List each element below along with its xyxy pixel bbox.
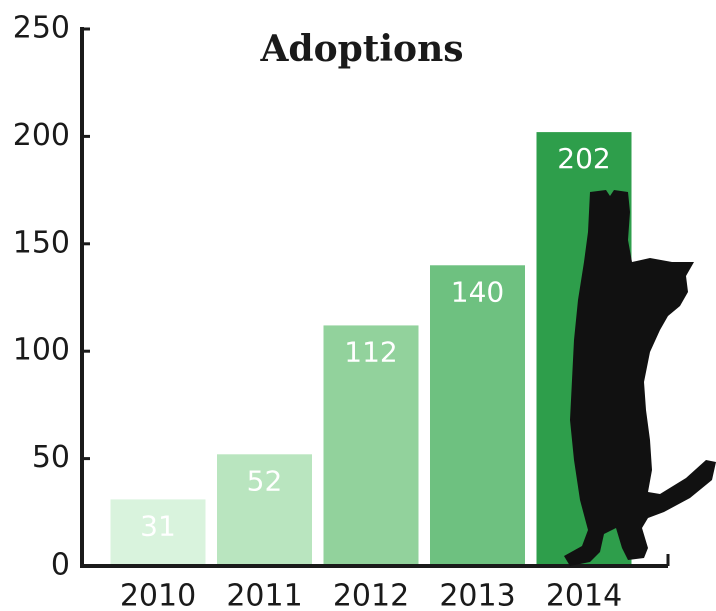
plot-area: 0 50 100 150 200 250 31 2010 52 2011 112 2012 140 201… <box>13 11 670 611</box>
bar <box>430 265 525 566</box>
value-label: 112 <box>344 335 397 368</box>
x-tick-label: 2010 <box>120 579 196 611</box>
cat-silhouette <box>564 190 716 566</box>
x-tick-label: 2012 <box>333 579 409 611</box>
x-tick-label: 2014 <box>546 579 622 611</box>
x-tick-label: 2011 <box>226 579 302 611</box>
value-label: 52 <box>247 464 283 497</box>
value-label: 31 <box>140 509 176 542</box>
y-tick-label: 0 <box>51 548 70 583</box>
bar <box>323 325 419 566</box>
y-tick-label: 50 <box>32 440 70 475</box>
bar <box>217 454 312 566</box>
value-label: 202 <box>557 142 610 175</box>
chart-title: Adoptions <box>259 28 463 70</box>
value-label: 140 <box>451 275 504 308</box>
y-tick-label: 200 <box>13 118 70 153</box>
y-tick-label: 100 <box>13 333 70 368</box>
y-tick-label: 250 <box>13 11 70 46</box>
bar <box>110 499 206 566</box>
x-tick-label: 2013 <box>439 579 515 611</box>
y-tick-label: 150 <box>13 225 70 260</box>
